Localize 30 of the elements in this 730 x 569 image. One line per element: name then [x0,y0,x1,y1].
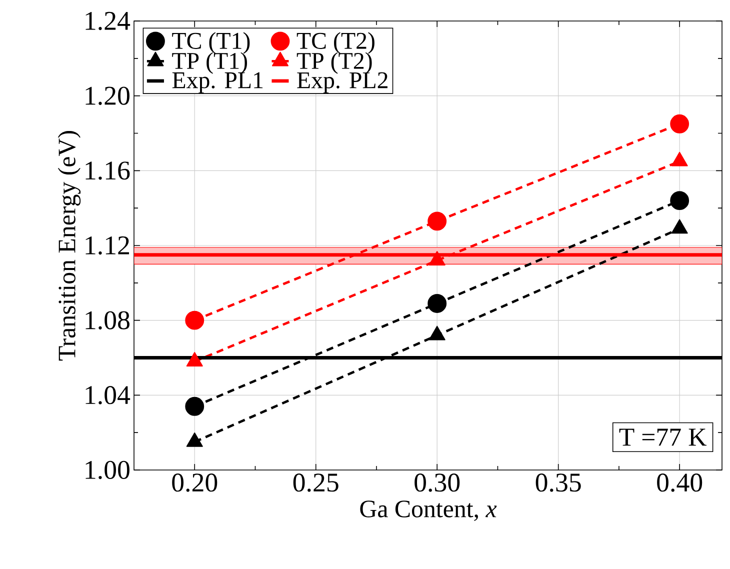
point [186,352,203,366]
point [428,212,447,231]
point [671,219,688,234]
x-tick-label: 0.35 [536,474,581,492]
x-axis-title: Ga Content, x [360,500,497,521]
legend-label: TP (T2) [296,52,372,74]
y-axis-title: Transition Energy (eV) [58,131,81,361]
x-tick-label: 0.30 [414,474,460,492]
point [670,191,690,210]
y-tick-label: 1.24 [86,12,130,30]
y-tick-label: 1.08 [86,311,130,330]
y-tick-label: 1.16 [86,162,130,180]
point [428,326,446,340]
legend-label: Exp. PL2 [297,72,388,94]
x-tick-label: 0.25 [293,474,338,492]
x-tick-label: 0.20 [172,474,218,492]
point [185,310,204,330]
legend-label: TC (T1) [172,32,250,54]
y-tick-label: 1.20 [86,86,130,105]
legend-label: TC (T2) [296,32,374,54]
y-tick-label: 1.04 [86,386,130,404]
x-tick-label: 0.40 [657,474,702,492]
point [428,250,446,266]
point [428,294,447,313]
point [186,432,203,447]
point [670,114,690,134]
annotation: T =77 K [619,428,707,446]
y-tick-label: 1.00 [86,460,130,480]
y-tick-label: 1.12 [86,236,129,255]
legend-label: Exp. PL1 [172,72,263,94]
